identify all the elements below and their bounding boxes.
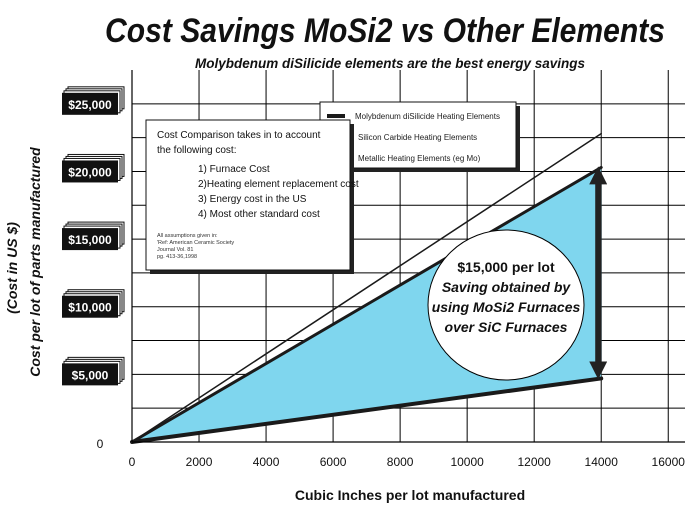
y-tick-label: $25,000 <box>68 98 112 112</box>
y-axis-label-line: Cost per lot of parts manufactured <box>27 147 43 377</box>
legend-label: Silicon Carbide Heating Elements <box>358 133 477 142</box>
y-tick-label: $15,000 <box>68 233 112 247</box>
chart-subtitle: Molybdenum diSilicide elements are the b… <box>195 55 585 71</box>
cost-note-footnote: 'Ref: American Ceramic Society <box>157 240 234 246</box>
y-axis-label-line: (Cost in US $) <box>4 222 20 314</box>
y-tick-badge-box <box>62 92 118 115</box>
cost-note-frame <box>145 119 351 271</box>
series-line <box>131 132 602 443</box>
chart-title: Cost Savings MoSi2 vs Other Elements <box>105 12 665 50</box>
x-tick-label: 8000 <box>387 455 414 469</box>
x-tick-label: 16000 <box>652 455 686 469</box>
savings-callout-text: over SiC Furnaces <box>445 319 568 335</box>
savings-amount: $15,000 per lot <box>457 259 555 275</box>
y-axis-label: (Cost in US $) Cost per lot of parts manu… <box>4 147 43 377</box>
series-line <box>130 165 603 444</box>
x-tick-label: 2000 <box>186 455 213 469</box>
savings-callout-text: using MoSi2 Furnaces <box>432 299 581 315</box>
legend-label: Metallic Heating Elements (eg Mo) <box>358 154 481 163</box>
x-tick-label: 4000 <box>253 455 280 469</box>
y-tick-badge: $5,000 <box>62 356 125 386</box>
y-tick-label: $5,000 <box>72 368 109 382</box>
y-tick-badge-box <box>62 160 118 183</box>
cost-note-footnote: pg. 413-36,1998 <box>157 254 197 260</box>
cost-note-box: Cost Comparison takes in to account the f… <box>145 119 359 274</box>
x-tick-label: 12000 <box>517 455 551 469</box>
y-tick-badge-box <box>62 363 118 386</box>
savings-callout-circle <box>427 229 585 381</box>
y-tick-badge: $10,000 <box>62 289 125 318</box>
cost-note-footnote: All assumptions given in: <box>157 233 218 239</box>
y-tick-badge-box <box>62 295 118 318</box>
cost-note-item: 1) Furnace Cost <box>198 164 270 175</box>
series-line <box>130 376 604 444</box>
x-tick-label: 6000 <box>320 455 347 469</box>
x-tick-label: 10000 <box>450 455 484 469</box>
legend-label: Molybdenum diSilicide Heating Elements <box>355 112 500 121</box>
y-tick-badge: $20,000 <box>62 153 125 183</box>
cost-note-item: 3) Energy cost in the US <box>198 194 307 205</box>
cost-note-item: 4) Most other standard cost <box>198 209 320 220</box>
x-tick-label: 0 <box>129 455 136 469</box>
y-tick-badge-box <box>62 228 118 251</box>
cost-note-line: Cost Comparison takes in to account <box>157 130 321 141</box>
y-tick-label: $20,000 <box>68 165 112 179</box>
cost-note-footnote: Journal Vol. 81 <box>157 247 193 253</box>
cost-note-line: the following cost: <box>157 145 237 156</box>
x-tick-label: 14000 <box>585 455 619 469</box>
x-axis-label: Cubic Inches per lot manufactured <box>295 487 525 503</box>
y-tick-badge: $15,000 <box>62 221 125 251</box>
cost-note-item: 2)Heating element replacement cost <box>198 179 359 190</box>
y-tick-label: $10,000 <box>68 301 112 315</box>
y-tick-label: 0 <box>97 437 104 451</box>
savings-callout-text: Saving obtained by <box>442 279 572 295</box>
y-tick-badge: $25,000 <box>62 86 125 115</box>
